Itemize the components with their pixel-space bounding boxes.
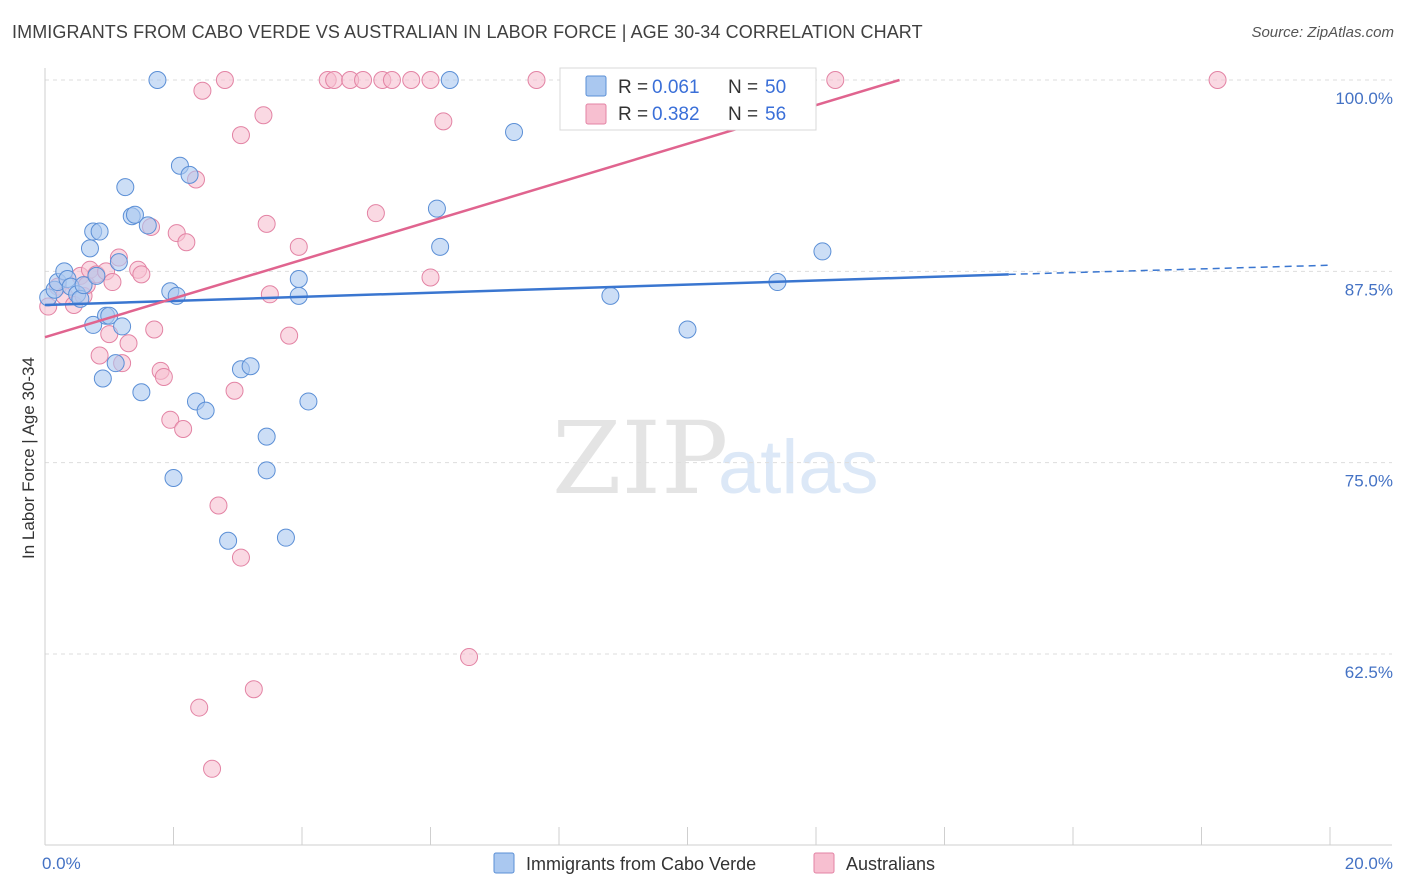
data-point bbox=[257, 461, 276, 480]
data-point bbox=[190, 698, 209, 717]
data-point bbox=[116, 178, 135, 197]
data-point bbox=[87, 266, 106, 285]
legend-r-label: R = bbox=[618, 77, 648, 98]
data-point bbox=[366, 204, 385, 223]
data-point bbox=[148, 71, 167, 89]
y-tick-label: 75.0% bbox=[1345, 472, 1393, 491]
data-point bbox=[203, 759, 222, 778]
series-cabo-verde bbox=[39, 71, 832, 550]
data-point bbox=[601, 286, 620, 305]
bottom-legend-label-cabo-verde: Immigrants from Cabo Verde bbox=[526, 854, 756, 874]
data-point bbox=[241, 357, 260, 376]
data-point bbox=[145, 320, 164, 339]
watermark-atlas: atlas bbox=[718, 425, 879, 510]
data-point bbox=[113, 317, 132, 336]
data-point bbox=[427, 199, 446, 218]
data-point bbox=[80, 239, 99, 258]
x-tick-label: 20.0% bbox=[1345, 854, 1393, 873]
legend-n-value-australians: 56 bbox=[765, 104, 786, 125]
data-point bbox=[280, 326, 299, 345]
data-point bbox=[421, 71, 440, 89]
y-tick-labels: 100.0% 87.5% 75.0% 62.5% bbox=[1335, 89, 1393, 682]
data-point bbox=[1208, 71, 1227, 89]
legend-swatch-cabo-verde bbox=[585, 75, 607, 97]
y-axis-label: In Labor Force | Age 30-34 bbox=[19, 357, 38, 559]
y-tick-label: 100.0% bbox=[1335, 89, 1393, 108]
data-point bbox=[257, 214, 276, 233]
data-point bbox=[431, 237, 450, 256]
legend-r-value-cabo-verde: 0.061 bbox=[652, 77, 700, 98]
legend-r-value-australians: 0.382 bbox=[652, 104, 700, 125]
data-point bbox=[219, 531, 238, 550]
data-point bbox=[138, 216, 157, 235]
legend-swatch-australians bbox=[585, 103, 607, 125]
data-point bbox=[382, 71, 401, 89]
data-point bbox=[109, 253, 128, 272]
data-point bbox=[154, 367, 173, 386]
data-point bbox=[434, 112, 453, 131]
data-point bbox=[813, 242, 832, 261]
legend-n-label: N = bbox=[728, 104, 758, 125]
data-point bbox=[180, 165, 199, 184]
x-tick-labels: 0.0% 20.0% bbox=[42, 854, 1393, 873]
data-point bbox=[289, 269, 308, 288]
data-point bbox=[74, 276, 93, 295]
data-point bbox=[826, 71, 845, 89]
data-point bbox=[231, 126, 250, 145]
data-point bbox=[244, 680, 263, 699]
axes bbox=[44, 68, 1392, 846]
data-point bbox=[90, 222, 109, 241]
data-point bbox=[209, 496, 228, 515]
trend-line-cabo-verde-extension bbox=[1008, 264, 1331, 276]
data-point bbox=[505, 123, 524, 142]
data-point bbox=[254, 106, 273, 125]
data-point bbox=[440, 71, 459, 89]
chart-title: IMMIGRANTS FROM CABO VERDE VS AUSTRALIAN… bbox=[12, 22, 923, 42]
bottom-legend-swatch-cabo-verde bbox=[493, 852, 515, 874]
data-point bbox=[125, 205, 144, 224]
bottom-legend: Immigrants from Cabo Verde Australians bbox=[493, 852, 935, 874]
data-point bbox=[402, 71, 421, 89]
data-point bbox=[215, 71, 234, 89]
data-point bbox=[177, 233, 196, 252]
data-point bbox=[193, 81, 212, 100]
data-point bbox=[132, 265, 151, 284]
data-point bbox=[460, 648, 479, 667]
x-tick-label: 0.0% bbox=[42, 854, 81, 873]
data-point bbox=[196, 401, 215, 420]
chart-source: Source: ZipAtlas.com bbox=[1251, 24, 1394, 41]
data-point bbox=[299, 392, 318, 411]
data-point bbox=[161, 410, 180, 429]
data-point bbox=[325, 71, 344, 89]
data-point bbox=[174, 419, 193, 438]
data-point bbox=[164, 468, 183, 487]
watermark-zip: ZIP bbox=[552, 400, 728, 517]
data-point bbox=[257, 427, 276, 446]
data-point bbox=[289, 237, 308, 256]
data-point bbox=[276, 528, 295, 547]
legend-r-label: R = bbox=[618, 104, 648, 125]
data-point bbox=[132, 383, 151, 402]
data-point bbox=[421, 268, 440, 287]
data-point bbox=[119, 334, 138, 353]
data-point bbox=[678, 320, 697, 339]
data-point bbox=[106, 354, 125, 373]
data-point bbox=[354, 71, 373, 89]
data-point bbox=[231, 548, 250, 567]
bottom-legend-swatch-australians bbox=[813, 852, 835, 874]
legend-n-value-cabo-verde: 50 bbox=[765, 77, 786, 98]
y-tick-label: 62.5% bbox=[1345, 663, 1393, 682]
data-point bbox=[260, 285, 279, 304]
data-point bbox=[225, 381, 244, 400]
data-point bbox=[93, 369, 112, 388]
bottom-legend-label-australians: Australians bbox=[846, 854, 935, 874]
trend-line-cabo-verde bbox=[44, 273, 1009, 307]
legend-box: R = 0.061 N = 50 R = 0.382 N = 56 bbox=[559, 67, 817, 131]
data-point bbox=[103, 273, 122, 292]
data-point bbox=[527, 71, 546, 89]
legend-n-label: N = bbox=[728, 77, 758, 98]
data-point bbox=[90, 346, 109, 365]
y-tick-label: 87.5% bbox=[1345, 280, 1393, 299]
